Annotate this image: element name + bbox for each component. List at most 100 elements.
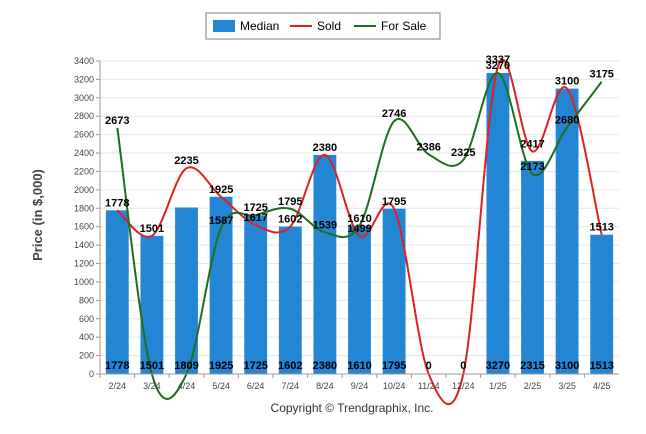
bar-value-label: 1501 bbox=[140, 360, 164, 372]
x-tick-label: 1/25 bbox=[489, 381, 507, 391]
bar bbox=[348, 225, 371, 374]
y-tick-label: 3400 bbox=[74, 56, 94, 66]
bar bbox=[590, 234, 614, 374]
bar bbox=[486, 72, 510, 374]
bar bbox=[382, 208, 406, 374]
y-tick-label: 800 bbox=[79, 295, 94, 305]
point-value-label: 2673 bbox=[105, 115, 129, 127]
y-tick-label: 2600 bbox=[74, 130, 94, 140]
x-tick-label: 6/24 bbox=[247, 381, 265, 391]
x-tick-label: 3/24 bbox=[143, 381, 161, 391]
for-sale-line bbox=[116, 71, 603, 400]
bar bbox=[140, 235, 164, 374]
y-tick-label: 1400 bbox=[74, 240, 94, 250]
point-value-label: 3270 bbox=[486, 60, 510, 72]
x-axis-ticks: 2/24 3/24 4/24 5/24 6/24 7/24 8/24 9/24 10/24 11/… bbox=[99, 374, 611, 391]
series-lines bbox=[116, 58, 603, 406]
x-tick-label: 10/24 bbox=[383, 381, 406, 391]
point-value-label: 3175 bbox=[589, 69, 613, 81]
y-tick-label: 2400 bbox=[74, 148, 94, 158]
point-value-label: 1725 bbox=[243, 202, 267, 214]
bar-value-label: 1795 bbox=[382, 360, 406, 372]
x-tick-label: 11/24 bbox=[418, 381, 440, 391]
bar-value-label: 1513 bbox=[589, 360, 613, 372]
point-value-label: 1795 bbox=[278, 196, 302, 208]
y-tick-label: 1600 bbox=[74, 222, 94, 232]
x-tick-label: 9/24 bbox=[351, 381, 369, 391]
legend-median-swatch bbox=[213, 20, 235, 32]
x-tick-label: 5/24 bbox=[212, 381, 230, 391]
bar bbox=[244, 215, 268, 374]
point-value-label: 1795 bbox=[382, 196, 406, 208]
point-value-label: 2325 bbox=[451, 147, 475, 159]
bar-value-label: 3100 bbox=[555, 360, 579, 372]
point-value-label: 1610 bbox=[347, 213, 371, 225]
point-value-label: 1587 bbox=[209, 215, 233, 227]
y-tick-label: 3000 bbox=[74, 93, 94, 103]
x-tick-label: 8/24 bbox=[316, 381, 334, 391]
y-tick-label: 600 bbox=[79, 314, 94, 324]
bar-value-label: 0 bbox=[426, 360, 432, 372]
y-axis-ticks: 0 200 400 600 800 1000 1200 1400 1600 1800 2000 220… bbox=[74, 56, 100, 379]
x-tick-label: 12/24 bbox=[452, 381, 475, 391]
y-tick-label: 200 bbox=[79, 351, 94, 361]
legend: Median Sold For Sale bbox=[205, 12, 441, 40]
x-tick-label: 7/24 bbox=[282, 381, 300, 391]
y-tick-label: 2200 bbox=[74, 166, 94, 176]
sold-line bbox=[116, 58, 603, 406]
bar bbox=[521, 160, 544, 374]
legend-forsale-label: For Sale bbox=[381, 19, 427, 33]
bar-value-label: 1778 bbox=[105, 360, 129, 372]
point-value-label: 2746 bbox=[382, 108, 406, 120]
y-tick-label: 2000 bbox=[74, 185, 94, 195]
point-value-label: 1513 bbox=[589, 222, 613, 234]
x-tick-label: 3/25 bbox=[558, 381, 576, 391]
y-tick-label: 400 bbox=[79, 332, 94, 342]
x-tick-label: 2/25 bbox=[524, 381, 542, 391]
y-axis-label: Price (in $,000) bbox=[30, 169, 45, 261]
x-tick-label: 2/24 bbox=[109, 381, 127, 391]
bar-value-label: 1610 bbox=[347, 360, 371, 372]
x-tick-label: 4/24 bbox=[178, 381, 196, 391]
bar-value-label: 2380 bbox=[313, 360, 337, 372]
bar bbox=[278, 226, 302, 374]
point-value-label: 2417 bbox=[520, 138, 544, 150]
point-value-label: 1501 bbox=[140, 223, 164, 235]
bar-value-label: 2315 bbox=[520, 360, 544, 372]
point-value-label: 3337 bbox=[486, 54, 510, 66]
bar bbox=[313, 154, 337, 374]
copyright: Copyright © Trendgraphix, Inc. bbox=[271, 401, 434, 415]
point-value-label: 1602 bbox=[278, 214, 302, 226]
bar-value-label: 1925 bbox=[209, 360, 233, 372]
bar-value-labels: 1778 1501 1809 1925 1725 1602 2380 1610 1795 0 0 32… bbox=[105, 360, 614, 372]
bar-value-label: 3270 bbox=[486, 360, 510, 372]
bar bbox=[175, 207, 198, 374]
bar-value-label: 1809 bbox=[174, 360, 198, 372]
point-value-labels: 1778 1501 2235 1925 1617 1602 2380 1499 1795 3337… bbox=[105, 54, 614, 235]
point-value-label: 1778 bbox=[105, 197, 129, 209]
point-value-label: 2380 bbox=[313, 142, 337, 154]
point-value-label: 2680 bbox=[555, 114, 579, 126]
legend-median-label: Median bbox=[240, 19, 279, 33]
x-tick-label: 4/25 bbox=[593, 381, 611, 391]
y-tick-label: 3200 bbox=[74, 74, 94, 84]
median-bars bbox=[105, 72, 614, 374]
point-value-label: 1925 bbox=[209, 184, 233, 196]
y-tick-label: 1000 bbox=[74, 277, 94, 287]
bar-value-label: 0 bbox=[460, 360, 466, 372]
y-tick-label: 2800 bbox=[74, 111, 94, 121]
bar bbox=[555, 88, 579, 374]
bar-value-label: 1725 bbox=[243, 360, 267, 372]
point-value-label: 2173 bbox=[520, 161, 544, 173]
bar bbox=[209, 196, 233, 374]
point-value-label: 1617 bbox=[243, 212, 267, 224]
legend-sold-label: Sold bbox=[317, 19, 341, 33]
bar bbox=[105, 210, 129, 374]
legend-frame bbox=[205, 12, 441, 40]
y-tick-label: 0 bbox=[89, 369, 94, 379]
point-value-label: 1539 bbox=[313, 219, 337, 231]
point-value-label: 2386 bbox=[416, 141, 440, 153]
point-value-label: 1499 bbox=[347, 223, 371, 235]
bar-value-label: 1602 bbox=[278, 360, 302, 372]
